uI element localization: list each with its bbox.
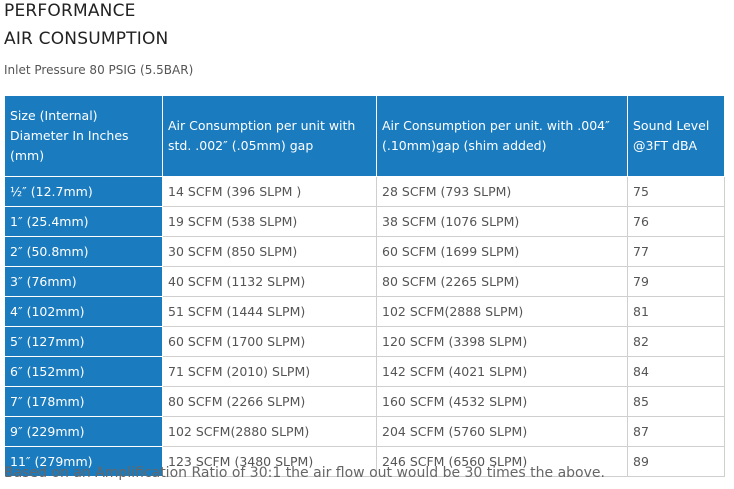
- cell-std-gap: 60 SCFM (1700 SLPM): [162, 326, 377, 357]
- cell-shim-gap: 142 SCFM (4021 SLPM): [376, 356, 628, 387]
- cell-shim-gap: 80 SCFM (2265 SLPM): [376, 266, 628, 297]
- cell-sound-level: 82: [627, 326, 725, 357]
- cell-shim-gap: 102 SCFM(2888 SLPM): [376, 296, 628, 327]
- cell-size: ½″ (12.7mm): [4, 176, 163, 207]
- cell-shim-gap: 204 SCFM (5760 SLPM): [376, 416, 628, 447]
- cell-size: 11″ (279mm): [4, 446, 163, 477]
- cell-sound-level: 81: [627, 296, 725, 327]
- cell-std-gap: 80 SCFM (2266 SLPM): [162, 386, 377, 417]
- header-sound-level: Sound Level @3FT dBA: [627, 95, 725, 177]
- cell-std-gap: 30 SCFM (850 SLPM): [162, 236, 377, 267]
- table-row: 2″ (50.8mm) 30 SCFM (850 SLPM) 60 SCFM (…: [4, 236, 725, 267]
- page-heading-performance: PERFORMANCE: [4, 1, 136, 21]
- table-row: 5″ (127mm) 60 SCFM (1700 SLPM) 120 SCFM …: [4, 326, 725, 357]
- cell-size: 6″ (152mm): [4, 356, 163, 387]
- table-row: 6″ (152mm) 71 SCFM (2010) SLPM) 142 SCFM…: [4, 356, 725, 387]
- cell-size: 4″ (102mm): [4, 296, 163, 327]
- cell-shim-gap: 160 SCFM (4532 SLPM): [376, 386, 628, 417]
- cell-size: 3″ (76mm): [4, 266, 163, 297]
- inlet-pressure-note: Inlet Pressure 80 PSIG (5.5BAR): [4, 63, 194, 77]
- table-row: ½″ (12.7mm) 14 SCFM (396 SLPM ) 28 SCFM …: [4, 176, 725, 207]
- cell-sound-level: 89: [627, 446, 725, 477]
- table-header: Size (Internal) Diameter In Inches (mm) …: [4, 95, 725, 177]
- cell-sound-level: 84: [627, 356, 725, 387]
- table-header-row: Size (Internal) Diameter In Inches (mm) …: [4, 95, 725, 177]
- table-row: 4″ (102mm) 51 SCFM (1444 SLPM) 102 SCFM(…: [4, 296, 725, 327]
- cell-shim-gap: 120 SCFM (3398 SLPM): [376, 326, 628, 357]
- table-row: 3″ (76mm) 40 SCFM (1132 SLPM) 80 SCFM (2…: [4, 266, 725, 297]
- table-row: 9″ (229mm) 102 SCFM(2880 SLPM) 204 SCFM …: [4, 416, 725, 447]
- cell-std-gap: 40 SCFM (1132 SLPM): [162, 266, 377, 297]
- cell-sound-level: 76: [627, 206, 725, 237]
- cell-std-gap: 71 SCFM (2010) SLPM): [162, 356, 377, 387]
- cell-std-gap: 51 SCFM (1444 SLPM): [162, 296, 377, 327]
- cell-shim-gap: 38 SCFM (1076 SLPM): [376, 206, 628, 237]
- cell-size: 5″ (127mm): [4, 326, 163, 357]
- cell-size: 9″ (229mm): [4, 416, 163, 447]
- table-body: ½″ (12.7mm) 14 SCFM (396 SLPM ) 28 SCFM …: [4, 176, 725, 477]
- cell-sound-level: 75: [627, 176, 725, 207]
- cell-size: 1″ (25.4mm): [4, 206, 163, 237]
- cell-std-gap: 19 SCFM (538 SLPM): [162, 206, 377, 237]
- cell-sound-level: 79: [627, 266, 725, 297]
- cell-shim-gap: 246 SCFM (6560 SLPM): [376, 446, 628, 477]
- cell-sound-level: 77: [627, 236, 725, 267]
- cell-std-gap: 14 SCFM (396 SLPM ): [162, 176, 377, 207]
- cell-size: 7″ (178mm): [4, 386, 163, 417]
- cell-shim-gap: 28 SCFM (793 SLPM): [376, 176, 628, 207]
- table-row: 7″ (178mm) 80 SCFM (2266 SLPM) 160 SCFM …: [4, 386, 725, 417]
- header-std-gap: Air Consumption per unit with std. .002″…: [162, 95, 377, 177]
- amplification-footnote: Based on an Amplification Ratio of 30:1 …: [4, 465, 605, 481]
- header-size: Size (Internal) Diameter In Inches (mm): [4, 95, 163, 177]
- table-row: 1″ (25.4mm) 19 SCFM (538 SLPM) 38 SCFM (…: [4, 206, 725, 237]
- cell-std-gap: 102 SCFM(2880 SLPM): [162, 416, 377, 447]
- header-shim-gap: Air Consumption per unit. with .004″ (.1…: [376, 95, 628, 177]
- cell-sound-level: 87: [627, 416, 725, 447]
- cell-size: 2″ (50.8mm): [4, 236, 163, 267]
- cell-shim-gap: 60 SCFM (1699 SLPM): [376, 236, 628, 267]
- performance-table: Size (Internal) Diameter In Inches (mm) …: [4, 95, 725, 477]
- page-heading-air-consumption: AIR CONSUMPTION: [4, 29, 169, 49]
- cell-sound-level: 85: [627, 386, 725, 417]
- table-row: 11″ (279mm) 123 SCFM (3480 SLPM) 246 SCF…: [4, 446, 725, 477]
